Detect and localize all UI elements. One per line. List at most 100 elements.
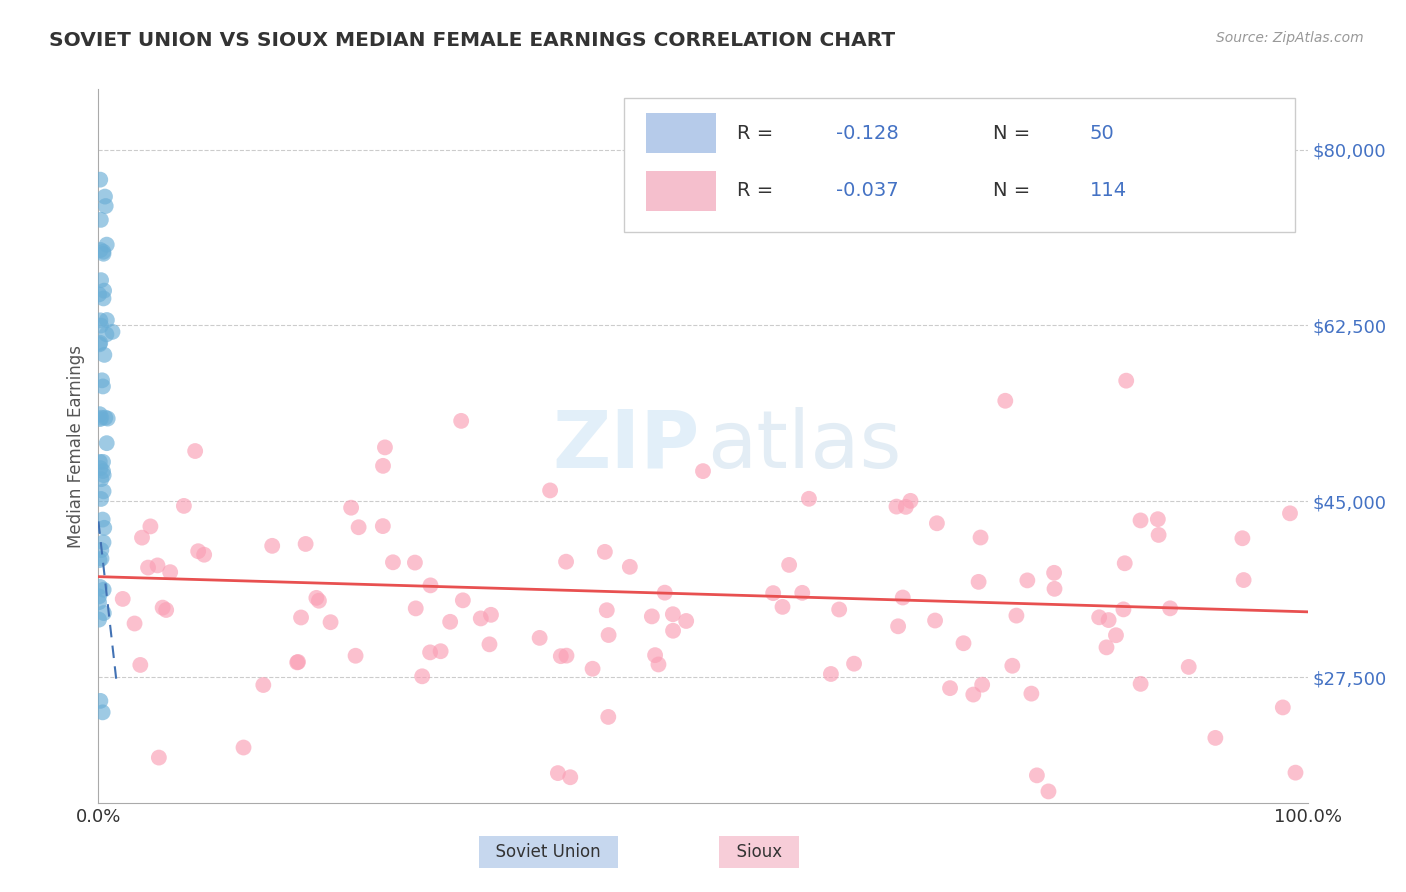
Point [692, 464, 714, 478]
Point [1105, 628, 1128, 642]
Point [111, 591, 134, 606]
Point [1115, 374, 1137, 388]
Point [967, 574, 990, 589]
Point [96, 237, 118, 252]
Point [371, 458, 394, 473]
Text: 114: 114 [1090, 181, 1128, 200]
Point [94, 410, 117, 425]
Point [1112, 602, 1135, 616]
Point [91, 706, 114, 720]
FancyBboxPatch shape [647, 170, 716, 211]
Point [93, 244, 115, 259]
Point [886, 500, 908, 514]
Point [91, 373, 114, 387]
Point [89, 412, 111, 426]
Point [173, 499, 195, 513]
Point [96, 436, 118, 450]
Point [94, 189, 117, 203]
Text: R =: R = [737, 181, 779, 200]
Point [87, 590, 110, 604]
Point [374, 441, 396, 455]
Point [89, 580, 111, 594]
Point [89, 694, 111, 708]
Point [131, 531, 153, 545]
Point [828, 602, 851, 616]
Point [152, 600, 174, 615]
Point [450, 414, 472, 428]
Point [96, 313, 118, 327]
Point [90, 472, 112, 486]
Point [93, 292, 115, 306]
Point [232, 740, 254, 755]
Point [644, 648, 666, 662]
Point [305, 591, 328, 605]
Point [93, 348, 115, 362]
Point [94, 199, 117, 213]
Point [1114, 556, 1136, 570]
Point [550, 649, 572, 664]
Point [89, 455, 111, 469]
Point [547, 766, 569, 780]
Point [87, 595, 110, 609]
Point [139, 519, 162, 533]
Point [1233, 573, 1256, 587]
Text: R =: R = [737, 124, 779, 143]
Point [1005, 608, 1028, 623]
Point [894, 500, 917, 514]
Y-axis label: Median Female Earnings: Median Female Earnings [66, 344, 84, 548]
Text: N =: N = [993, 124, 1036, 143]
Point [429, 644, 451, 658]
Point [91, 464, 114, 478]
Point [90, 273, 112, 287]
Point [560, 770, 582, 784]
Point [969, 531, 991, 545]
FancyBboxPatch shape [624, 98, 1295, 232]
Point [89, 407, 111, 421]
Point [1177, 660, 1199, 674]
Point [93, 284, 115, 298]
Text: Source: ZipAtlas.com: Source: ZipAtlas.com [1216, 31, 1364, 45]
Point [159, 565, 181, 579]
Text: N =: N = [993, 181, 1036, 200]
Point [1147, 528, 1170, 542]
Point [347, 520, 370, 534]
Point [97, 411, 120, 425]
Point [93, 521, 115, 535]
Point [91, 379, 114, 393]
Point [1088, 610, 1111, 624]
Point [641, 609, 664, 624]
Point [891, 591, 914, 605]
Point [470, 611, 492, 625]
Point [89, 335, 111, 350]
Point [581, 662, 603, 676]
Point [939, 681, 962, 695]
Point [593, 545, 616, 559]
Point [662, 624, 685, 638]
Point [90, 243, 112, 257]
Point [1001, 658, 1024, 673]
Text: atlas: atlas [707, 407, 901, 485]
Point [1284, 765, 1306, 780]
Point [87, 287, 110, 301]
Point [952, 636, 974, 650]
Point [762, 586, 785, 600]
Point [344, 648, 367, 663]
Text: Soviet Union: Soviet Union [485, 843, 612, 861]
Point [294, 537, 316, 551]
Point [287, 655, 309, 669]
Point [1095, 640, 1118, 655]
Point [136, 560, 159, 574]
Point [479, 607, 502, 622]
Point [962, 688, 984, 702]
FancyBboxPatch shape [647, 113, 716, 153]
Point [797, 491, 820, 506]
Point [90, 318, 112, 333]
Point [1204, 731, 1226, 745]
Point [820, 667, 842, 681]
Point [96, 327, 118, 342]
Text: 50: 50 [1090, 124, 1115, 143]
Point [184, 444, 207, 458]
Point [148, 750, 170, 764]
Point [598, 628, 620, 642]
Text: SOVIET UNION VS SIOUX MEDIAN FEMALE EARNINGS CORRELATION CHART: SOVIET UNION VS SIOUX MEDIAN FEMALE EARN… [49, 31, 896, 50]
